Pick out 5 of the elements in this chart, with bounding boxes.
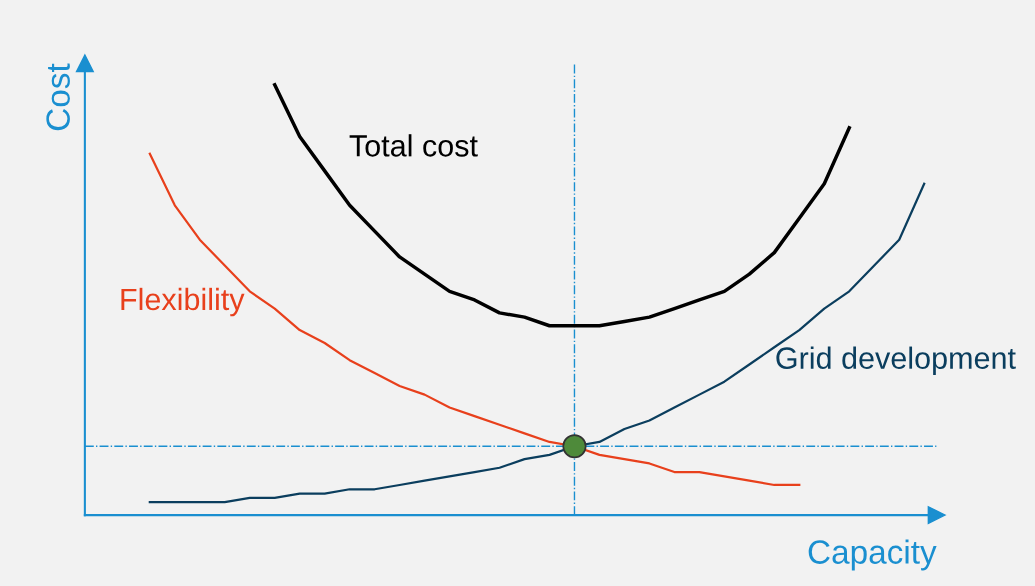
- y-axis-title: Cost: [46, 63, 70, 131]
- series-label: Total cost: [349, 134, 478, 157]
- series-label: Flexibility: [121, 287, 245, 317]
- x-axis-title: Capacity: [808, 539, 937, 571]
- series-label: Grid development: [776, 346, 1016, 376]
